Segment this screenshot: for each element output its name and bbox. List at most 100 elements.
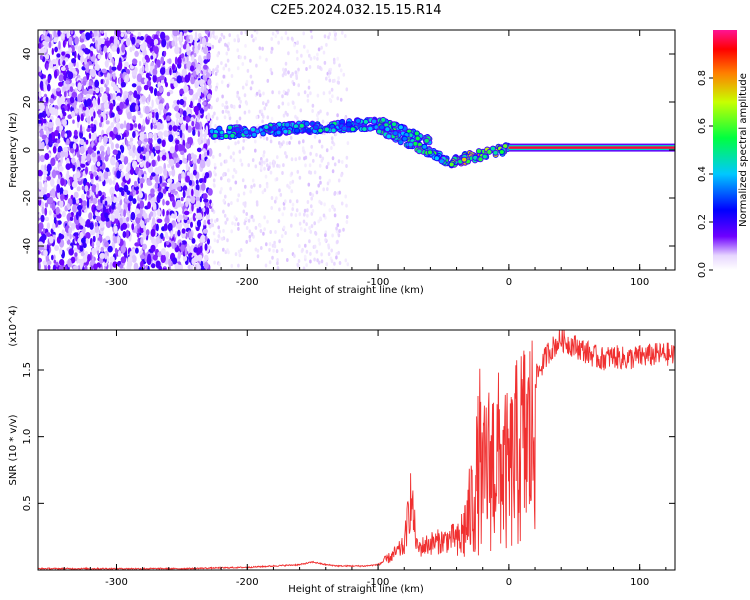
- noise-cell: [186, 43, 190, 52]
- noise-cell: [159, 75, 165, 81]
- faint-noise-cell: [328, 32, 332, 37]
- noise-cell: [192, 169, 197, 176]
- faint-noise-cell: [301, 247, 304, 252]
- noise-cell: [180, 244, 186, 252]
- faint-noise-cell: [268, 247, 271, 252]
- noise-cell: [132, 115, 137, 121]
- noise-cell: [90, 68, 96, 78]
- faint-noise-cell: [307, 79, 311, 84]
- faint-noise-cell: [316, 52, 319, 57]
- branch-up-cell: [424, 138, 429, 143]
- noise-cell: [59, 259, 65, 266]
- faint-noise-cell: [210, 218, 214, 223]
- faint-noise-cell: [270, 206, 274, 210]
- noise-cell: [96, 240, 101, 247]
- faint-noise-cell: [236, 66, 240, 71]
- branch-down-cell: [417, 149, 422, 154]
- noise-cell: [91, 247, 97, 256]
- noise-cell: [67, 114, 73, 119]
- noise-cell: [91, 241, 95, 248]
- noise-cell: [104, 154, 109, 162]
- faint-noise-cell: [266, 99, 270, 104]
- noise-cell: [171, 213, 175, 219]
- noise-cell: [46, 193, 51, 198]
- faint-noise-cell: [298, 140, 301, 145]
- noise-cell: [133, 180, 138, 188]
- branch-up-cell: [381, 117, 386, 122]
- faint-noise-cell: [258, 55, 262, 60]
- noise-cell: [194, 122, 200, 130]
- noise-cell: [176, 99, 181, 105]
- signal-band-cell: [340, 119, 345, 124]
- faint-noise-cell: [246, 68, 250, 73]
- faint-noise-cell: [296, 233, 300, 237]
- faint-noise-cell: [261, 119, 264, 124]
- transition-cell: [476, 149, 482, 154]
- faint-noise-cell: [237, 226, 240, 231]
- faint-noise-cell: [273, 240, 276, 245]
- faint-noise-cell: [237, 263, 240, 268]
- signal-band-cell: [223, 134, 229, 139]
- noise-cell: [136, 213, 142, 219]
- noise-cell: [83, 88, 88, 96]
- noise-cell: [99, 145, 105, 152]
- signal-band-cell: [285, 122, 290, 127]
- noise-cell: [208, 147, 213, 157]
- noise-cell: [132, 198, 137, 205]
- faint-noise-cell: [268, 242, 272, 246]
- noise-cell: [46, 83, 51, 92]
- noise-cell: [199, 178, 203, 184]
- signal-band-cell: [227, 125, 233, 130]
- signal-band-cell: [318, 128, 323, 133]
- snr-multiplier: (x10^4): [8, 305, 19, 346]
- noise-cell: [59, 125, 64, 131]
- noise-cell: [126, 261, 133, 267]
- noise-cell: [57, 132, 61, 140]
- faint-noise-cell: [262, 91, 265, 96]
- faint-noise-cell: [216, 217, 219, 222]
- branch-down-cell: [379, 125, 385, 130]
- faint-noise-cell: [260, 159, 264, 164]
- noise-cell: [139, 99, 143, 104]
- faint-noise-cell: [339, 68, 343, 73]
- noise-cell: [58, 40, 61, 50]
- branch-down-cell: [408, 142, 413, 147]
- noise-cell: [77, 82, 82, 91]
- noise-cell: [85, 112, 90, 118]
- noise-cell: [99, 122, 102, 128]
- noise-cell: [188, 88, 194, 96]
- noise-cell: [144, 54, 149, 61]
- noise-cell: [109, 102, 114, 111]
- noise-cell: [202, 45, 209, 55]
- noise-cell: [64, 57, 69, 62]
- noise-cell: [142, 118, 145, 127]
- faint-noise-cell: [338, 63, 341, 68]
- noise-cell: [96, 216, 102, 222]
- noise-cell: [89, 229, 96, 236]
- noise-cell: [202, 193, 208, 200]
- faint-noise-cell: [276, 258, 279, 262]
- faint-noise-cell: [262, 136, 266, 141]
- noise-cell: [185, 175, 191, 183]
- signal-band-cell: [362, 127, 367, 132]
- noise-cell: [51, 47, 54, 56]
- signal-band-cell: [324, 127, 329, 132]
- faint-noise-cell: [314, 231, 318, 236]
- faint-noise-cell: [294, 157, 298, 162]
- faint-noise-cell: [231, 221, 234, 226]
- faint-noise-cell: [296, 169, 300, 174]
- noise-cell: [75, 211, 79, 221]
- noise-cell: [144, 67, 149, 72]
- noise-cell: [116, 170, 121, 179]
- noise-cell: [128, 90, 133, 96]
- noise-cell: [38, 42, 42, 49]
- noise-cell: [112, 72, 116, 80]
- faint-noise-cell: [218, 262, 221, 267]
- noise-cell: [95, 186, 99, 195]
- faint-noise-cell: [243, 221, 247, 226]
- faint-noise-cell: [344, 258, 348, 263]
- signal-band-cell: [283, 129, 288, 134]
- faint-noise-cell: [233, 38, 236, 43]
- noise-cell: [139, 131, 145, 138]
- noise-cell: [167, 222, 173, 232]
